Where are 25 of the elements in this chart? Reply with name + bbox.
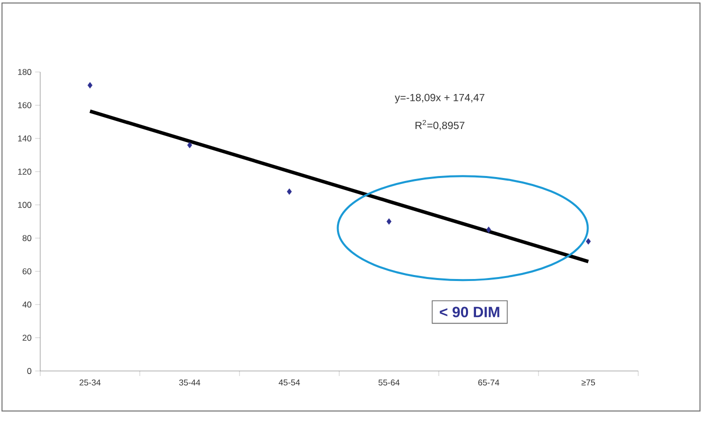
y-tick-label: 80	[22, 235, 32, 242]
y-tick-label: 120	[18, 168, 32, 175]
point	[88, 82, 92, 88]
annotation: R$^{2}$=0,8957	[416, 120, 464, 130]
y-tick-label: 100	[18, 202, 32, 208]
x-tick-label: 65-74	[478, 380, 500, 386]
y-tick-label: 60	[22, 268, 32, 274]
point	[586, 238, 591, 245]
y-tick-label: 180	[18, 68, 32, 75]
point	[386, 218, 392, 225]
point	[187, 142, 192, 148]
annotation: < 90 DIM	[440, 306, 500, 318]
y-tick-label: 140	[18, 135, 32, 142]
y-tick-label: 40	[22, 302, 32, 308]
y-tick-label: 20	[22, 334, 32, 341]
x-tick-label: ≥75	[582, 380, 596, 386]
x-tick-label: 55-64	[378, 380, 400, 386]
point	[486, 226, 492, 233]
annotation: y=-18,09x + 174,47	[394, 94, 484, 104]
y-tick-label: 160	[18, 102, 32, 108]
point	[286, 188, 292, 195]
y-tick-label: 0	[27, 368, 32, 374]
x-tick-label: 25-34	[80, 380, 101, 386]
x-tick-label: 45-54	[278, 380, 300, 386]
x-tick-label: 35-44	[179, 380, 200, 386]
